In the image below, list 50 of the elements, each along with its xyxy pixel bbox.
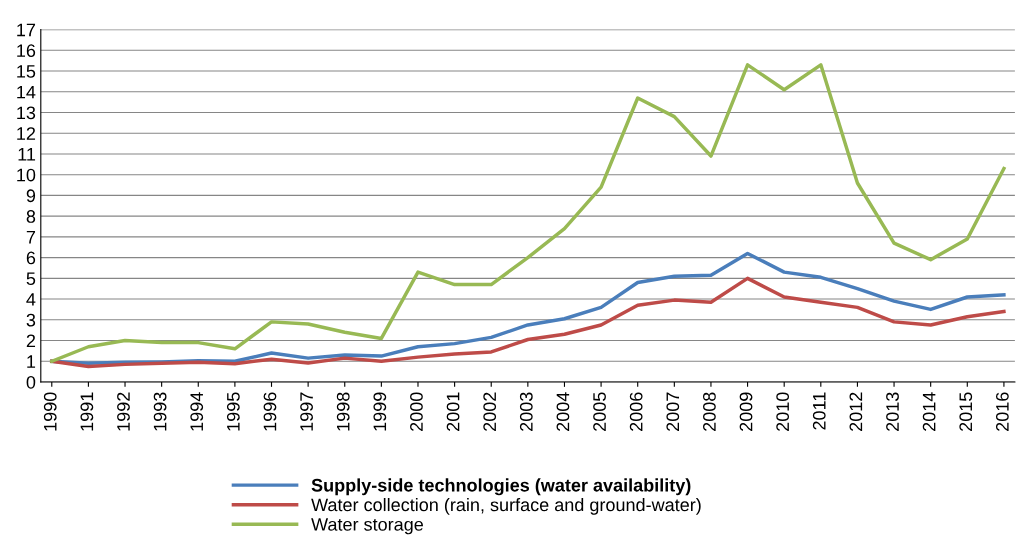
- y-tick-label: 4: [26, 293, 36, 306]
- x-tick-label: 2004: [556, 392, 570, 431]
- y-tick-label: 15: [17, 65, 36, 78]
- y-tick-label: 3: [26, 313, 36, 327]
- x-tick-label: 2014: [922, 392, 936, 431]
- x-tick-label: 2009: [739, 392, 753, 431]
- legend-label: Water collection (rain, surface and ground-water): [311, 497, 701, 515]
- x-tick-label: 2016: [995, 392, 1009, 431]
- x-tick-label: 1995: [226, 392, 240, 431]
- y-tick-label: 1: [27, 355, 36, 368]
- x-tick-label: 1993: [153, 392, 167, 431]
- x-tick-label: 1997: [300, 392, 313, 431]
- x-tick-label: 1998: [336, 392, 350, 431]
- x-tick-label: 2005: [593, 392, 606, 431]
- x-tick-label: 2013: [886, 392, 899, 431]
- line-series: [50, 63, 1006, 363]
- line-series: [50, 276, 1006, 369]
- legend-label: Supply-side technologies (water availability): [311, 478, 691, 496]
- x-tick-label: 1990: [43, 392, 57, 431]
- x-tick-label: 1996: [263, 392, 277, 431]
- x-tick-label: 1991: [80, 392, 94, 431]
- y-tick-label: 8: [26, 210, 36, 223]
- x-tick-label: 1992: [117, 392, 130, 431]
- x-tick-label: 2015: [959, 392, 973, 431]
- y-tick-label: 14: [17, 85, 36, 99]
- y-tick-label: 12: [17, 127, 36, 140]
- y-tick-label: 10: [17, 168, 36, 182]
- x-tick-label: 2003: [519, 392, 533, 431]
- x-tick-label: 2001: [446, 392, 460, 431]
- y-tick-label: 16: [17, 44, 36, 58]
- x-tick-label: 1999: [373, 392, 387, 431]
- x-tick-label: 2007: [666, 392, 680, 431]
- y-tick-label: 17: [17, 23, 36, 37]
- x-tick-label: 2006: [629, 392, 643, 431]
- x-tick-label: 2011: [812, 392, 826, 430]
- y-tick-label: 13: [17, 106, 36, 120]
- y-tick-label: 7: [26, 231, 36, 244]
- x-tick-label: 2012: [849, 392, 863, 431]
- y-tick-label: 0: [26, 375, 36, 389]
- y-tick-label: 9: [26, 189, 36, 203]
- x-tick-label: 2008: [703, 392, 716, 431]
- y-tick-label: 6: [26, 251, 36, 265]
- y-tick-label: 11: [18, 148, 36, 161]
- x-tick-label: 1994: [190, 392, 204, 431]
- legend-label: Water storage: [311, 518, 423, 535]
- x-tick-label: 2010: [776, 392, 790, 431]
- y-tick-label: 5: [26, 272, 36, 286]
- x-tick-label: 2000: [410, 392, 423, 431]
- y-tick-label: 2: [26, 334, 36, 348]
- x-tick-label: 2002: [483, 392, 497, 431]
